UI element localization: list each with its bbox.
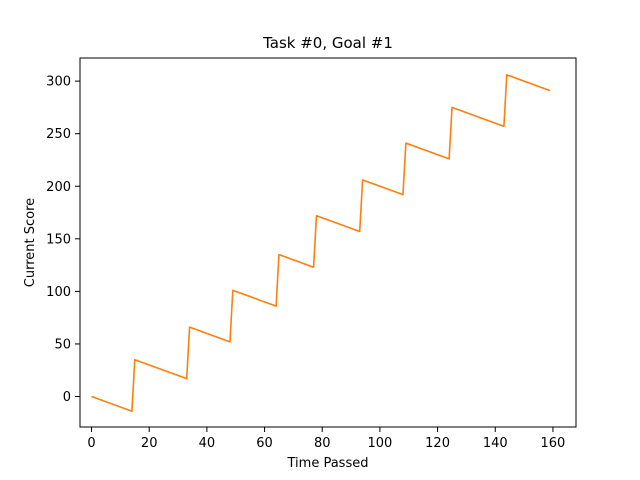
x-tick-label: 120 [425,436,450,451]
x-tick-label: 20 [141,436,158,451]
y-axis-ticks: 0 50 100 150 200 250 300 [46,75,80,405]
chart-title: Task #0, Goal #1 [262,34,393,52]
y-tick-label: 100 [46,285,71,300]
x-tick-label: 140 [483,436,508,451]
y-tick-label: 300 [46,75,71,90]
y-tick-label: 200 [46,180,71,195]
y-tick-label: 150 [46,232,71,247]
series-layer [91,74,551,413]
x-axis-ticks: 0 20 40 60 80 100 120 140 160 [87,427,565,451]
x-axis-label: Time Passed [287,456,369,471]
x-tick-label: 60 [256,436,273,451]
x-tick-label: 40 [199,436,216,451]
axes-frame [79,57,577,428]
x-tick-label: 100 [367,436,392,451]
x-tick-label: 80 [314,436,331,451]
y-tick-label: 50 [54,337,71,352]
x-tick-label: 0 [87,436,95,451]
plot-area [79,57,577,428]
x-tick-label: 160 [541,436,566,451]
y-tick-label: 250 [46,127,71,142]
y-tick-label: 0 [63,390,71,405]
y-axis-label: Current Score [23,198,38,287]
series-line [91,74,551,413]
